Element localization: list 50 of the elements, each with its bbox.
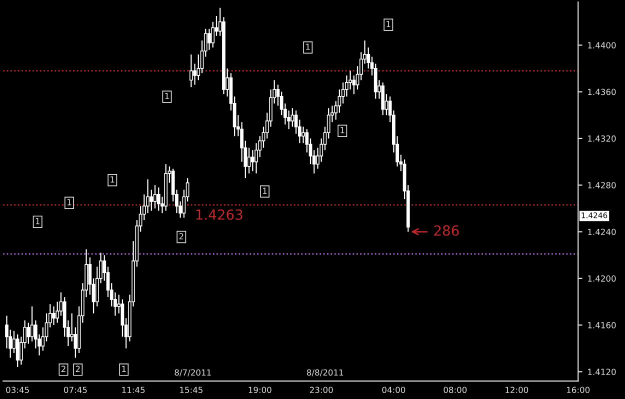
candlestick [16, 334, 20, 368]
annotation: 8/7/2011 [174, 369, 211, 376]
x-tick-label: 23:00 [310, 386, 333, 394]
candlestick [52, 306, 56, 326]
annotation: 286 [434, 225, 459, 236]
candlestick [290, 108, 294, 128]
x-tick-label: 19:00 [248, 386, 272, 394]
y-tick-label: 1.4160 [588, 322, 616, 328]
candlestick [26, 322, 30, 344]
candlestick [247, 147, 251, 174]
annotation: 2 [179, 233, 184, 240]
annotation: 1 [263, 188, 267, 194]
x-tick-label: 08:00 [444, 386, 467, 394]
y-tick-label: 1.4200 [588, 275, 616, 282]
candlestick [150, 189, 154, 212]
annotation: 2 [76, 366, 80, 372]
annotation: 1 [306, 44, 310, 50]
annotation: 8/8/2011 [306, 369, 344, 376]
x-tick-label: 11:45 [122, 386, 145, 394]
candlestick [156, 186, 160, 212]
x-tick-label: 03:45 [6, 386, 29, 394]
ref-line-label: 1.4263 [196, 209, 242, 220]
y-tick-label: 1.4360 [588, 88, 616, 96]
y-tick-label: 1.4120 [588, 368, 616, 375]
annotation: 2 [61, 366, 66, 372]
annotation: 1 [122, 366, 126, 372]
candlestick [208, 28, 211, 50]
x-tick-label: 15:45 [180, 386, 202, 394]
annotation: 1 [165, 92, 169, 100]
candlestick [189, 54, 193, 88]
annotation: 1 [340, 127, 344, 134]
y-tick-label: 1.4320 [588, 135, 616, 142]
candlestick [153, 184, 157, 209]
candlestick [193, 63, 196, 86]
x-tick-label: 16:00 [567, 386, 590, 394]
y-tick-label: 1.4400 [588, 42, 616, 48]
x-tick-label: 12:00 [506, 386, 528, 394]
annotation: 1 [386, 20, 390, 28]
x-tick-label: 07:45 [64, 386, 87, 394]
candlestick [250, 150, 254, 172]
x-tick-label: 04:00 [382, 386, 406, 394]
annotation: 1 [68, 199, 72, 206]
y-tick-label: 1.4280 [588, 182, 616, 188]
y-tick-label: 1.4240 [588, 228, 616, 236]
annotation: 1 [110, 176, 114, 182]
candlestick [302, 126, 305, 144]
annotation: 1 [36, 218, 40, 224]
candlestick [30, 306, 34, 342]
candlestick [352, 74, 356, 95]
candlestick [381, 82, 385, 116]
